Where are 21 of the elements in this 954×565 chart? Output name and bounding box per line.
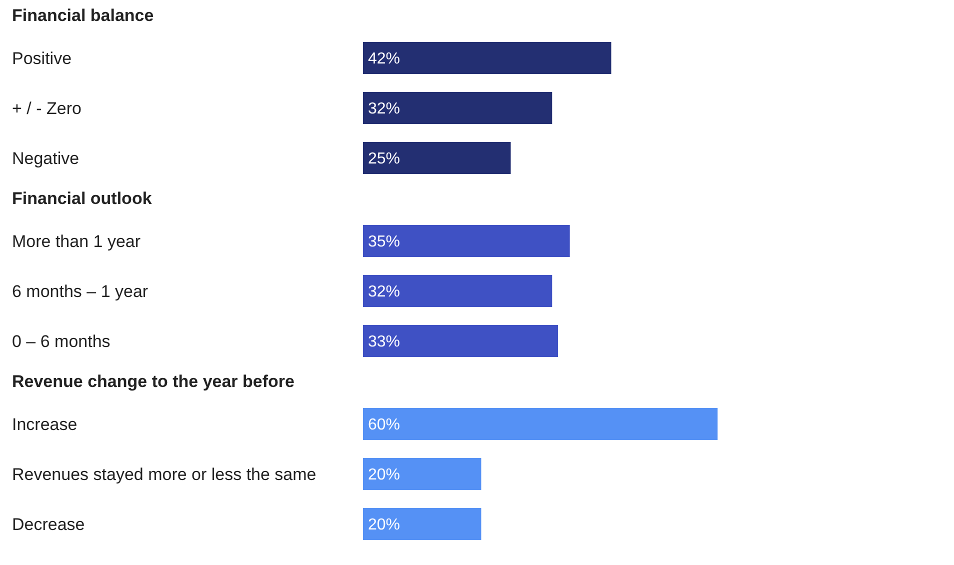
y-tick-label: 0 – 6 months [12,332,110,351]
data-label: 32% [368,100,400,118]
data-label: 20% [368,466,400,484]
y-tick-label: More than 1 year [12,232,141,251]
y-tick-label: + / - Zero [12,99,82,118]
data-label: 60% [368,416,400,434]
data-label: 42% [368,50,400,68]
y-tick-label: Negative [12,149,80,168]
data-label: 25% [368,150,400,168]
data-label: 20% [368,516,400,534]
y-tick-label: 6 months – 1 year [12,282,148,301]
y-tick-label: Revenues stayed more or less the same [12,465,316,484]
y-tick-label: Decrease [12,515,85,534]
data-label: 33% [368,334,400,351]
y-tick-label: Positive [12,49,72,68]
data-label: 32% [368,284,400,301]
y-tick-label: Increase [12,415,78,434]
text: Financial outlook [11,188,153,210]
text: Revenue change to the year before [11,371,296,393]
text: Financial balance [11,5,155,27]
data-label: 35% [368,234,400,251]
